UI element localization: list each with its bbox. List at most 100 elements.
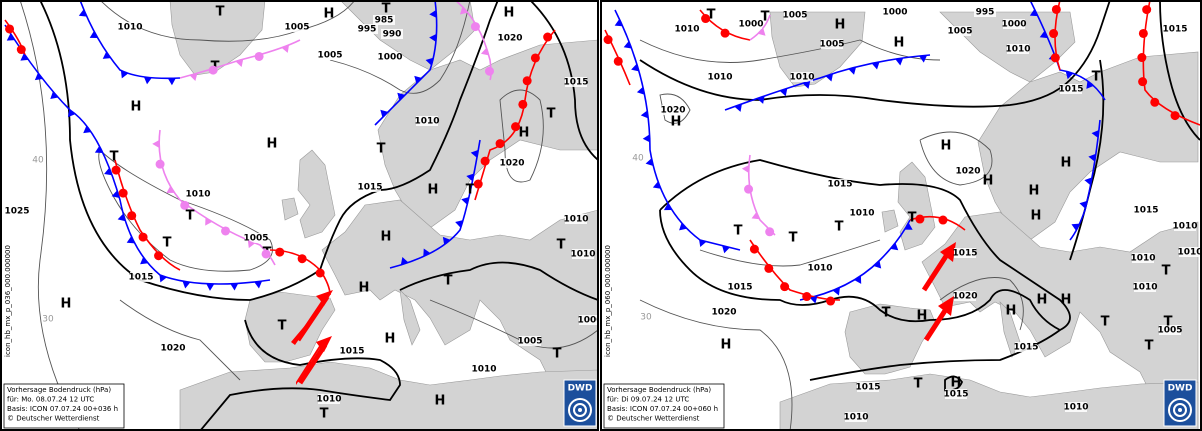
front-symbol — [423, 248, 431, 257]
front-symbol — [652, 181, 661, 189]
front-symbol — [20, 53, 29, 61]
logo-swirl — [1178, 408, 1182, 412]
pressure-center: H — [917, 309, 928, 324]
front-symbol — [645, 158, 654, 167]
front-symbol — [511, 122, 521, 132]
front-symbol — [297, 254, 307, 264]
front-symbol — [247, 240, 256, 249]
logo-swirl — [573, 403, 587, 417]
map-panel-2: 40 30 1010 1000 1005 1000 1005 995 1000 1005 1010 1… — [602, 2, 1200, 429]
front — [4, 24, 271, 285]
latitude-label: 30 — [640, 313, 652, 323]
front-symbol — [1065, 71, 1074, 80]
arrow — [923, 304, 951, 342]
pressure-center: T — [557, 238, 566, 253]
front-symbol — [480, 47, 489, 56]
front-symbol — [120, 70, 129, 79]
label-bg — [359, 182, 381, 192]
pressure-center: H — [267, 137, 278, 152]
front — [389, 139, 481, 269]
front-symbol — [904, 222, 913, 230]
label-bg — [501, 158, 523, 168]
info-basis: Basis: ICON 07.07.24 00+036 h — [7, 405, 118, 413]
isobar-label: 1025 — [4, 207, 29, 217]
front-symbol — [871, 61, 880, 70]
label-bg — [709, 72, 731, 82]
front-symbol — [915, 214, 925, 224]
front-symbol — [1049, 29, 1059, 39]
isobar-label: 1010 — [1130, 254, 1155, 264]
front-symbol — [832, 287, 840, 296]
label-bg — [579, 315, 598, 325]
label-bg — [318, 394, 340, 404]
isobar-label: 985 — [375, 16, 394, 26]
front-symbol — [152, 139, 160, 148]
isobar-label: 1010 — [1172, 222, 1197, 232]
front-symbol — [1086, 80, 1094, 89]
arrow — [921, 248, 953, 292]
pressure-center: T — [216, 5, 225, 20]
isobar-label: 1015 — [827, 180, 852, 190]
front-symbol — [117, 213, 126, 222]
front-symbol — [254, 281, 263, 289]
front-symbol — [1088, 153, 1096, 162]
label-bg — [974, 7, 996, 17]
front — [114, 159, 181, 271]
pressure-center: T — [835, 220, 844, 235]
front-symbol — [5, 24, 15, 34]
isobar-label: 1010 — [563, 215, 588, 225]
logo-swirl — [1168, 398, 1192, 422]
side-id-bg — [3, 250, 13, 360]
front-symbol — [720, 28, 730, 38]
isobar-label: 1015 — [1013, 343, 1038, 353]
info-valid: für: Mo. 08.07.24 12 UTC — [7, 396, 94, 404]
isobar-label: 1005 — [1157, 326, 1182, 336]
label-bg — [954, 248, 976, 258]
label-bg — [809, 263, 831, 273]
isobar-label: 1010 — [1005, 45, 1030, 55]
label-bg — [565, 77, 587, 87]
isobar-label: 1005 — [317, 51, 342, 61]
front-symbol — [780, 282, 790, 292]
front-symbol — [138, 232, 148, 242]
pressure-center: H — [519, 126, 530, 141]
front-symbol — [414, 75, 423, 84]
pressure-center: H — [1061, 156, 1072, 171]
front-symbol — [765, 227, 775, 237]
isobar-label: 1015 — [128, 273, 153, 283]
front-symbol — [1039, 30, 1048, 39]
label-bg — [1065, 402, 1087, 412]
label-bg — [1007, 44, 1029, 54]
pressure-center: T — [761, 10, 770, 25]
front-symbol — [1137, 53, 1147, 63]
isobar-label: 1010 — [471, 365, 496, 375]
front — [1069, 119, 1101, 241]
pressure-center: H — [385, 332, 396, 347]
isobar-label: 1000 — [377, 53, 402, 63]
logo-text: DWD — [568, 384, 593, 394]
front-symbol — [261, 249, 271, 259]
front-symbol — [1170, 111, 1180, 121]
pressure-center: H — [1031, 209, 1042, 224]
pressure-center: H — [894, 36, 905, 51]
pressure-center: T — [186, 209, 195, 224]
pressure-center: T — [163, 236, 172, 251]
logo-swirl — [1173, 403, 1187, 417]
pressure-center: H — [1061, 293, 1072, 308]
label-bg — [1159, 325, 1181, 335]
front-symbol — [159, 274, 167, 283]
front-symbol — [848, 67, 857, 75]
logo-text: DWD — [1168, 384, 1193, 394]
front-symbol — [613, 56, 623, 66]
front-symbol — [522, 76, 532, 86]
front-symbol — [461, 196, 469, 205]
pressure-center: H — [324, 7, 335, 22]
front-symbol — [140, 256, 149, 265]
front-symbol — [466, 173, 474, 182]
front-symbol — [78, 9, 87, 17]
front-symbol — [722, 245, 730, 254]
isobar-label: 1020 — [955, 167, 980, 177]
label-bg — [884, 7, 906, 17]
isobar-label: 1005 — [243, 234, 268, 244]
front-symbol — [701, 14, 711, 24]
